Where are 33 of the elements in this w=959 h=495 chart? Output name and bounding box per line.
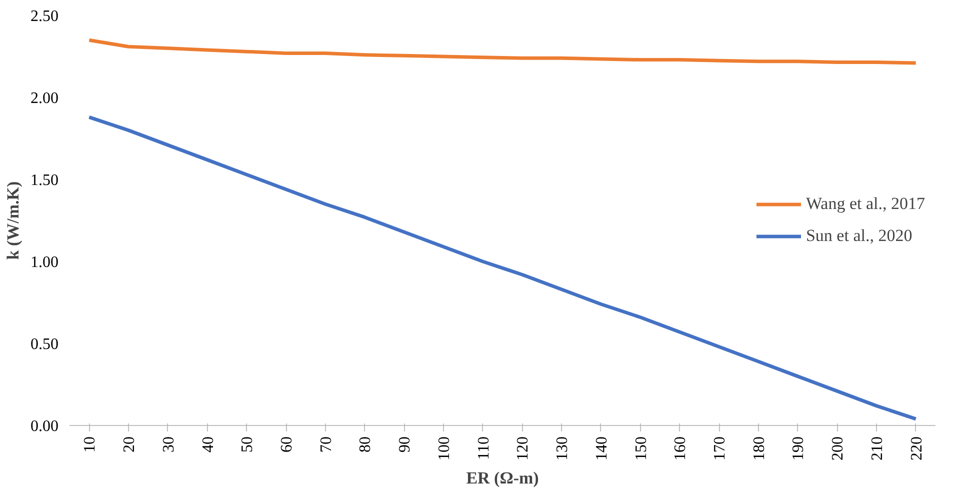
x-tick-label: 200: [830, 436, 847, 460]
x-axis-title: ER (Ω-m): [466, 468, 539, 488]
y-tick-label: 1.50: [30, 172, 58, 189]
x-tick-label: 110: [475, 436, 492, 460]
x-tick-label: 10: [82, 436, 99, 452]
legend-label: Sun et al., 2020: [806, 226, 912, 246]
x-tick-label: 220: [908, 436, 926, 460]
y-tick-label: 2.50: [30, 8, 58, 25]
x-tick-label: 120: [514, 436, 532, 460]
x-tick-label: 90: [396, 436, 414, 452]
x-tick-label: 170: [712, 436, 728, 460]
x-tick-label: 50: [239, 436, 256, 452]
x-tick-label: 140: [593, 436, 610, 460]
x-tick-label: 70: [318, 436, 335, 452]
legend-label: Wang et al., 2017: [806, 194, 925, 214]
y-tick-label: 1.00: [30, 254, 58, 271]
x-tick-label: 180: [750, 436, 768, 460]
y-tick-label: 2.00: [30, 90, 58, 107]
x-tick-label: 20: [121, 436, 138, 452]
y-tick-label: 0.50: [30, 336, 58, 353]
x-tick-label: 150: [632, 436, 650, 460]
x-tick-label: 190: [790, 436, 808, 460]
line-series: [87, 38, 918, 65]
x-tick-label: 60: [278, 436, 296, 452]
x-tick-label: 130: [554, 436, 572, 460]
x-tick-label: 160: [672, 436, 690, 460]
x-tick-label: 80: [357, 436, 374, 452]
y-tick-label: 0.00: [30, 418, 58, 435]
x-tick-label: 30: [160, 436, 178, 452]
y-axis-title: k (W/m.K): [4, 181, 22, 260]
x-tick-label: 210: [868, 436, 886, 460]
x-tick-label: 100: [436, 436, 453, 460]
x-tick-label: 40: [200, 436, 217, 452]
